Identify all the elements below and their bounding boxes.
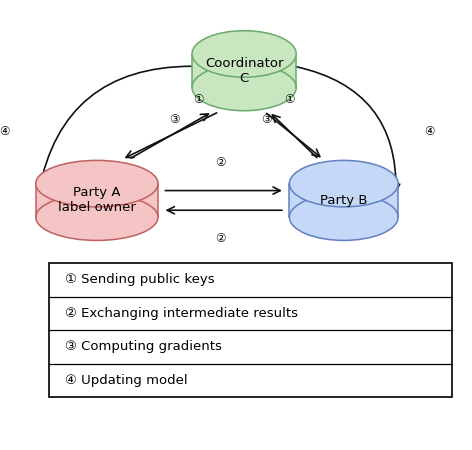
Text: Party A
label owner: Party A label owner [58,186,136,214]
Text: Coordinator
C: Coordinator C [205,57,283,85]
Bar [289,184,398,217]
Text: ① Sending public keys: ① Sending public keys [65,273,215,286]
Ellipse shape [192,64,296,111]
Text: ③: ③ [169,113,179,126]
Text: ③: ③ [261,113,272,126]
Text: ④ Updating model: ④ Updating model [65,374,188,387]
Text: ④: ④ [425,125,435,138]
Text: ④: ④ [0,125,9,138]
Text: ③ Computing gradients: ③ Computing gradients [65,340,222,353]
Bar [192,54,296,87]
Bar [49,263,453,397]
Text: ②: ② [215,156,226,169]
Bar [36,184,158,217]
Ellipse shape [36,160,158,207]
Text: ①: ① [194,93,204,106]
Ellipse shape [289,194,398,240]
Text: ② Exchanging intermediate results: ② Exchanging intermediate results [65,307,298,320]
Ellipse shape [192,31,296,77]
Text: Party B: Party B [320,194,368,207]
Ellipse shape [289,160,398,207]
Text: ①: ① [284,93,295,106]
Text: ②: ② [215,232,226,245]
Ellipse shape [36,194,158,240]
